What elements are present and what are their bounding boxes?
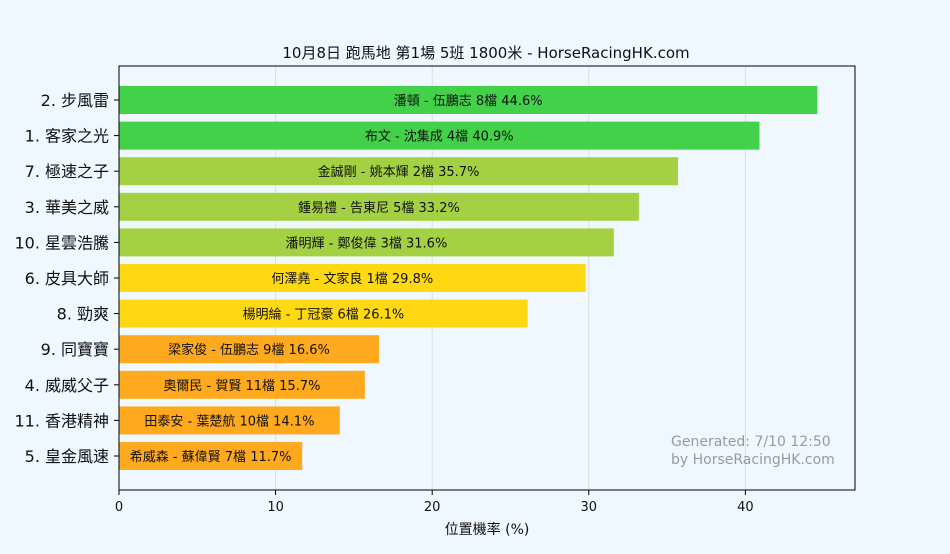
y-tick-label: 9. 同寶寶 — [41, 340, 109, 359]
bar-data-label: 鍾易禮 - 告東尼 5檔 33.2% — [298, 200, 460, 216]
y-tick-label: 8. 勁爽 — [57, 305, 109, 324]
bar-data-label: 希威森 - 蘇偉賢 7檔 11.7% — [130, 450, 292, 465]
watermark-site: by HorseRacingHK.com — [671, 452, 835, 468]
bar-data-label: 何澤堯 - 文家良 1檔 29.8% — [271, 271, 433, 287]
x-axis-label: 位置機率 (%) — [445, 521, 530, 538]
bar — [119, 121, 760, 150]
bar — [119, 370, 365, 399]
bar-data-label: 梁家俊 - 伍鵬志 9檔 16.6% — [168, 342, 330, 358]
y-tick-label: 5. 皇金風速 — [25, 447, 109, 466]
bar — [119, 299, 528, 328]
bar-data-label: 楊明綸 - 丁冠豪 6檔 26.1% — [242, 307, 404, 323]
bar — [119, 228, 614, 257]
x-axis: 0 10 20 30 40 — [115, 490, 754, 515]
y-tick-label: 3. 華美之威 — [25, 198, 109, 217]
y-tick-label: 10. 星雲浩騰 — [14, 233, 109, 252]
bar-data-label: 布文 - 沈集成 4檔 40.9% — [365, 129, 514, 145]
bar-data-label: 金誠剛 - 姚本輝 2檔 35.7% — [318, 164, 480, 180]
y-tick-label: 11. 香港精神 — [14, 411, 109, 430]
x-tick-label: 10 — [267, 500, 284, 515]
bar-data-label: 奧爾民 - 賀賢 11檔 15.7% — [163, 379, 320, 394]
bar — [119, 157, 679, 186]
y-tick-label: 2. 步風雷 — [41, 91, 109, 110]
y-tick-labels: 2. 步風雷 1. 客家之光 7. 極速之子 3. 華美之威 10. 星雲浩騰 6. 皮具… — [14, 91, 119, 466]
y-tick-label: 6. 皮具大師 — [25, 269, 109, 288]
x-tick-label: 40 — [737, 500, 754, 515]
bars-layer: 潘頓 - 伍鵬志 8檔 44.6% 布文 - 沈集成 4檔 40.9% 金誠剛 - … — [119, 86, 818, 470]
bar — [119, 264, 586, 292]
y-tick-label: 1. 客家之光 — [25, 127, 109, 146]
bar — [119, 86, 818, 114]
chart-title: 10月8日 跑馬地 第1場 5班 1800米 - HorseRacingHK.c… — [282, 44, 689, 62]
bar — [119, 192, 639, 221]
bar-data-label: 潘頓 - 伍鵬志 8檔 44.6% — [394, 94, 543, 109]
bar — [119, 335, 379, 364]
plot-frame — [118, 65, 856, 491]
y-tick-label: 7. 極速之子 — [25, 162, 109, 181]
bar-data-label: 田泰安 - 葉楚航 10檔 14.1% — [144, 413, 314, 429]
y-tick-label: 4. 威威父子 — [25, 376, 109, 395]
bar — [119, 442, 303, 470]
x-tick-label: 0 — [115, 500, 123, 515]
x-tick-label: 20 — [424, 500, 441, 515]
bar-data-label: 潘明輝 - 鄭俊偉 3檔 31.6% — [286, 236, 448, 251]
x-tick-label: 30 — [581, 500, 598, 515]
bar — [119, 406, 340, 435]
watermark-generated: Generated: 7/10 12:50 — [671, 434, 831, 450]
